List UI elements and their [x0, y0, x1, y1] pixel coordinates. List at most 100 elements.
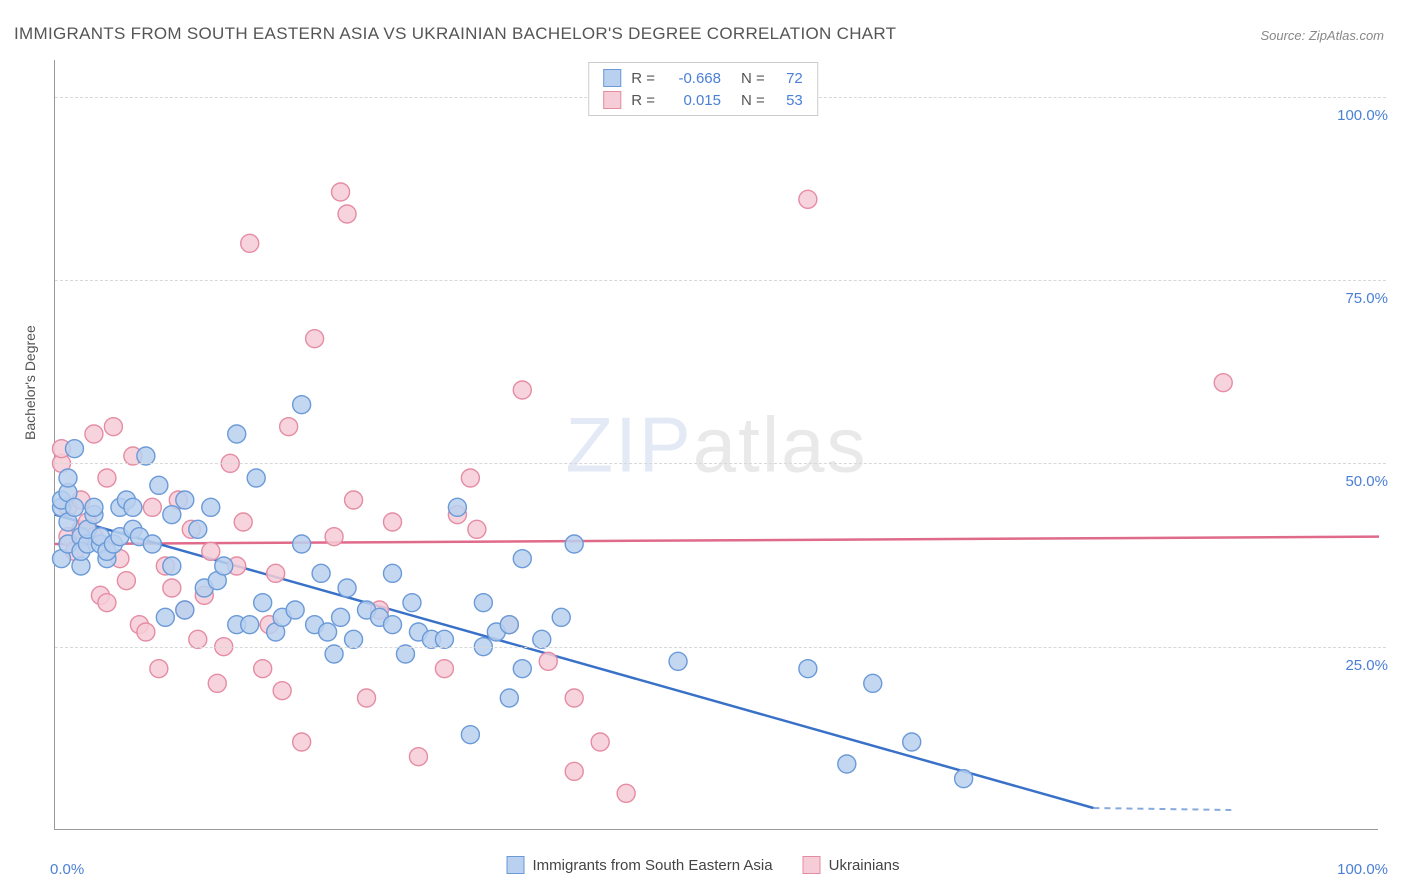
data-point: [163, 506, 181, 524]
data-point: [864, 674, 882, 692]
legend-series-label: Ukrainians: [829, 857, 900, 874]
data-point: [448, 498, 466, 516]
grid-line: [55, 463, 1386, 464]
data-point: [955, 770, 973, 788]
data-point: [208, 674, 226, 692]
data-point: [65, 440, 83, 458]
data-point: [903, 733, 921, 751]
chart-title: IMMIGRANTS FROM SOUTH EASTERN ASIA VS UK…: [14, 24, 896, 44]
data-point: [383, 513, 401, 531]
data-point: [189, 630, 207, 648]
legend-stat-row: R =0.015N =53: [603, 89, 803, 111]
plot-area: ZIPatlas: [54, 60, 1378, 830]
legend-r-value: 0.015: [665, 92, 721, 109]
data-point: [85, 498, 103, 516]
data-point: [117, 572, 135, 590]
data-point: [513, 660, 531, 678]
legend-swatch: [603, 69, 621, 87]
data-point: [241, 234, 259, 252]
data-point: [202, 498, 220, 516]
data-point: [176, 491, 194, 509]
data-point: [565, 535, 583, 553]
legend-series: Immigrants from South Eastern Asia Ukrain…: [507, 856, 900, 874]
data-point: [228, 425, 246, 443]
data-point: [98, 594, 116, 612]
data-point: [435, 660, 453, 678]
data-point: [59, 469, 77, 487]
data-point: [565, 689, 583, 707]
y-tick-label: 50.0%: [1345, 473, 1388, 490]
data-point: [799, 660, 817, 678]
data-point: [396, 645, 414, 663]
data-point: [1214, 374, 1232, 392]
data-point: [383, 616, 401, 634]
data-point: [137, 447, 155, 465]
legend-swatch: [507, 856, 525, 874]
data-point: [124, 498, 142, 516]
data-point: [163, 557, 181, 575]
data-point: [513, 550, 531, 568]
legend-stat-row: R =-0.668N =72: [603, 67, 803, 89]
data-point: [345, 630, 363, 648]
data-point: [293, 535, 311, 553]
legend-swatch: [603, 91, 621, 109]
data-point: [150, 476, 168, 494]
data-point: [65, 498, 83, 516]
source-attribution: Source: ZipAtlas.com: [1260, 28, 1384, 43]
data-point: [838, 755, 856, 773]
y-tick-label: 75.0%: [1345, 290, 1388, 307]
data-point: [383, 564, 401, 582]
data-point: [552, 608, 570, 626]
data-point: [254, 660, 272, 678]
data-point: [293, 733, 311, 751]
data-point: [332, 183, 350, 201]
data-point: [325, 528, 343, 546]
data-point: [143, 535, 161, 553]
data-point: [468, 520, 486, 538]
data-point: [617, 784, 635, 802]
data-point: [500, 689, 518, 707]
y-axis-label: Bachelor's Degree: [22, 325, 38, 440]
legend-n-value: 53: [775, 92, 803, 109]
data-point: [565, 762, 583, 780]
scatter-svg: [55, 60, 1378, 829]
legend-series-item: Ukrainians: [803, 856, 900, 874]
data-point: [319, 623, 337, 641]
data-point: [474, 594, 492, 612]
legend-r-value: -0.668: [665, 70, 721, 87]
data-point: [163, 579, 181, 597]
data-point: [461, 726, 479, 744]
data-point: [403, 594, 421, 612]
data-point: [409, 748, 427, 766]
legend-n-label: N =: [741, 92, 765, 109]
data-point: [306, 330, 324, 348]
data-point: [189, 520, 207, 538]
data-point: [104, 418, 122, 436]
data-point: [513, 381, 531, 399]
data-point: [799, 190, 817, 208]
data-point: [591, 733, 609, 751]
legend-series-label: Immigrants from South Eastern Asia: [533, 857, 773, 874]
data-point: [461, 469, 479, 487]
data-point: [332, 608, 350, 626]
data-point: [286, 601, 304, 619]
data-point: [234, 513, 252, 531]
y-tick-label: 25.0%: [1345, 657, 1388, 674]
data-point: [247, 469, 265, 487]
data-point: [338, 579, 356, 597]
data-point: [273, 682, 291, 700]
data-point: [533, 630, 551, 648]
data-point: [156, 608, 174, 626]
data-point: [150, 660, 168, 678]
data-point: [176, 601, 194, 619]
y-tick-label: 100.0%: [1337, 107, 1388, 124]
data-point: [241, 616, 259, 634]
legend-n-label: N =: [741, 70, 765, 87]
data-point: [85, 425, 103, 443]
x-tick-100: 100.0%: [1337, 861, 1388, 878]
data-point: [358, 689, 376, 707]
legend-r-label: R =: [631, 70, 655, 87]
data-point: [293, 396, 311, 414]
data-point: [143, 498, 161, 516]
data-point: [254, 594, 272, 612]
